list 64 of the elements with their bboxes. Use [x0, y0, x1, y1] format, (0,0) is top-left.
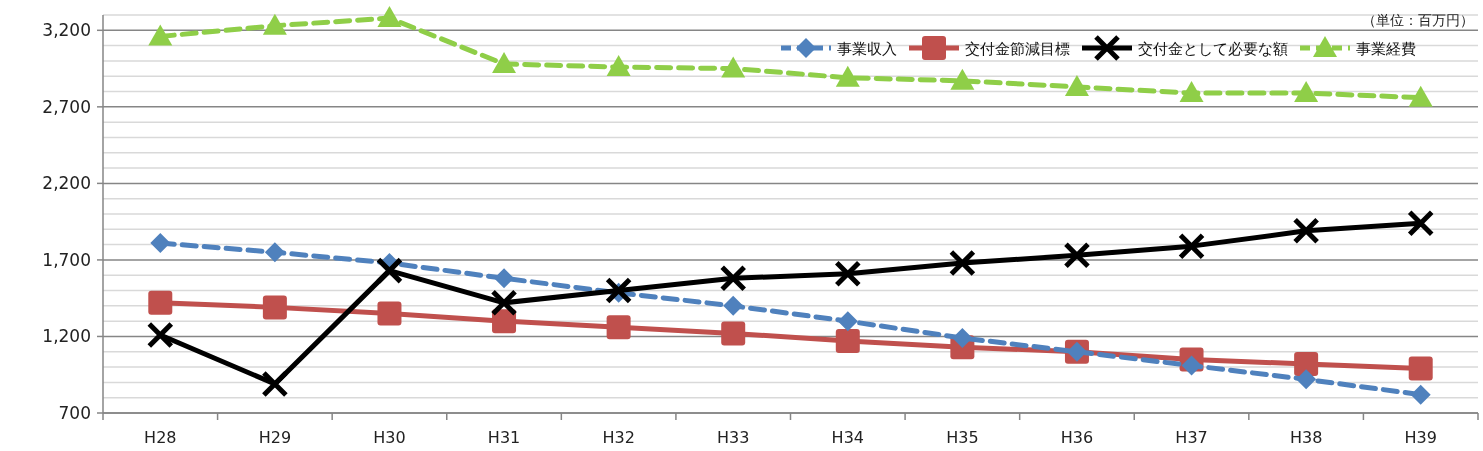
- x-tick-label: H37: [1175, 428, 1208, 447]
- point: [150, 233, 171, 254]
- point: [264, 242, 285, 263]
- legend-label: 事業収入: [837, 40, 897, 58]
- point: [721, 321, 746, 346]
- point: [1178, 232, 1206, 260]
- point: [837, 311, 858, 332]
- point: [1407, 209, 1435, 237]
- y-tick-label: 700: [58, 403, 91, 423]
- point: [1408, 356, 1433, 381]
- point: [834, 260, 862, 288]
- y-tick-label: 3,200: [42, 20, 91, 41]
- x-tick-label: H39: [1404, 428, 1437, 447]
- y-tick-label: 1,200: [42, 326, 91, 347]
- point: [1292, 217, 1320, 245]
- x-tick-label: H36: [1060, 428, 1094, 447]
- y-tick-label: 2,700: [42, 96, 91, 117]
- x-tick-label: H35: [946, 428, 979, 447]
- x-tick-label: H28: [144, 428, 177, 447]
- point: [262, 13, 287, 35]
- point: [1294, 81, 1319, 103]
- point: [835, 329, 860, 354]
- point: [1181, 355, 1202, 376]
- x-tick-label: H38: [1289, 428, 1323, 447]
- point: [377, 301, 402, 326]
- point: [375, 257, 403, 285]
- point: [1294, 352, 1319, 377]
- point: [952, 327, 973, 348]
- point: [835, 65, 860, 87]
- point: [721, 56, 746, 78]
- point: [723, 295, 744, 316]
- x-tick-label: H31: [487, 428, 521, 447]
- point: [1063, 241, 1091, 269]
- annotation: （単位：百万円）: [1362, 12, 1474, 28]
- point: [605, 277, 633, 305]
- point: [950, 68, 975, 90]
- x-tick-label: H34: [831, 428, 864, 447]
- point: [1064, 74, 1089, 96]
- legend-label: 事業経費: [1356, 40, 1416, 58]
- point: [1296, 369, 1317, 390]
- point: [1408, 85, 1433, 107]
- point: [490, 289, 518, 317]
- y-tick-label: 2,200: [42, 173, 91, 194]
- point: [148, 24, 173, 46]
- legend-label: 交付金節減目標: [965, 40, 1070, 58]
- legend-label: 交付金として必要な額: [1138, 40, 1288, 58]
- point: [719, 264, 747, 292]
- point: [377, 6, 402, 28]
- y-tick-label: 1,700: [42, 249, 91, 270]
- point: [606, 315, 631, 340]
- point: [492, 51, 517, 73]
- x-tick-label: H30: [373, 428, 406, 447]
- x-tick-label: H32: [602, 428, 635, 447]
- point: [262, 295, 287, 320]
- point: [261, 370, 289, 398]
- point: [494, 268, 515, 289]
- x-tick-label: H29: [258, 428, 292, 447]
- point: [606, 55, 631, 77]
- point: [148, 290, 173, 315]
- point: [948, 249, 976, 277]
- point: [1179, 81, 1204, 103]
- point: [146, 321, 174, 349]
- x-tick-label: H33: [717, 428, 750, 447]
- point: [1410, 384, 1431, 405]
